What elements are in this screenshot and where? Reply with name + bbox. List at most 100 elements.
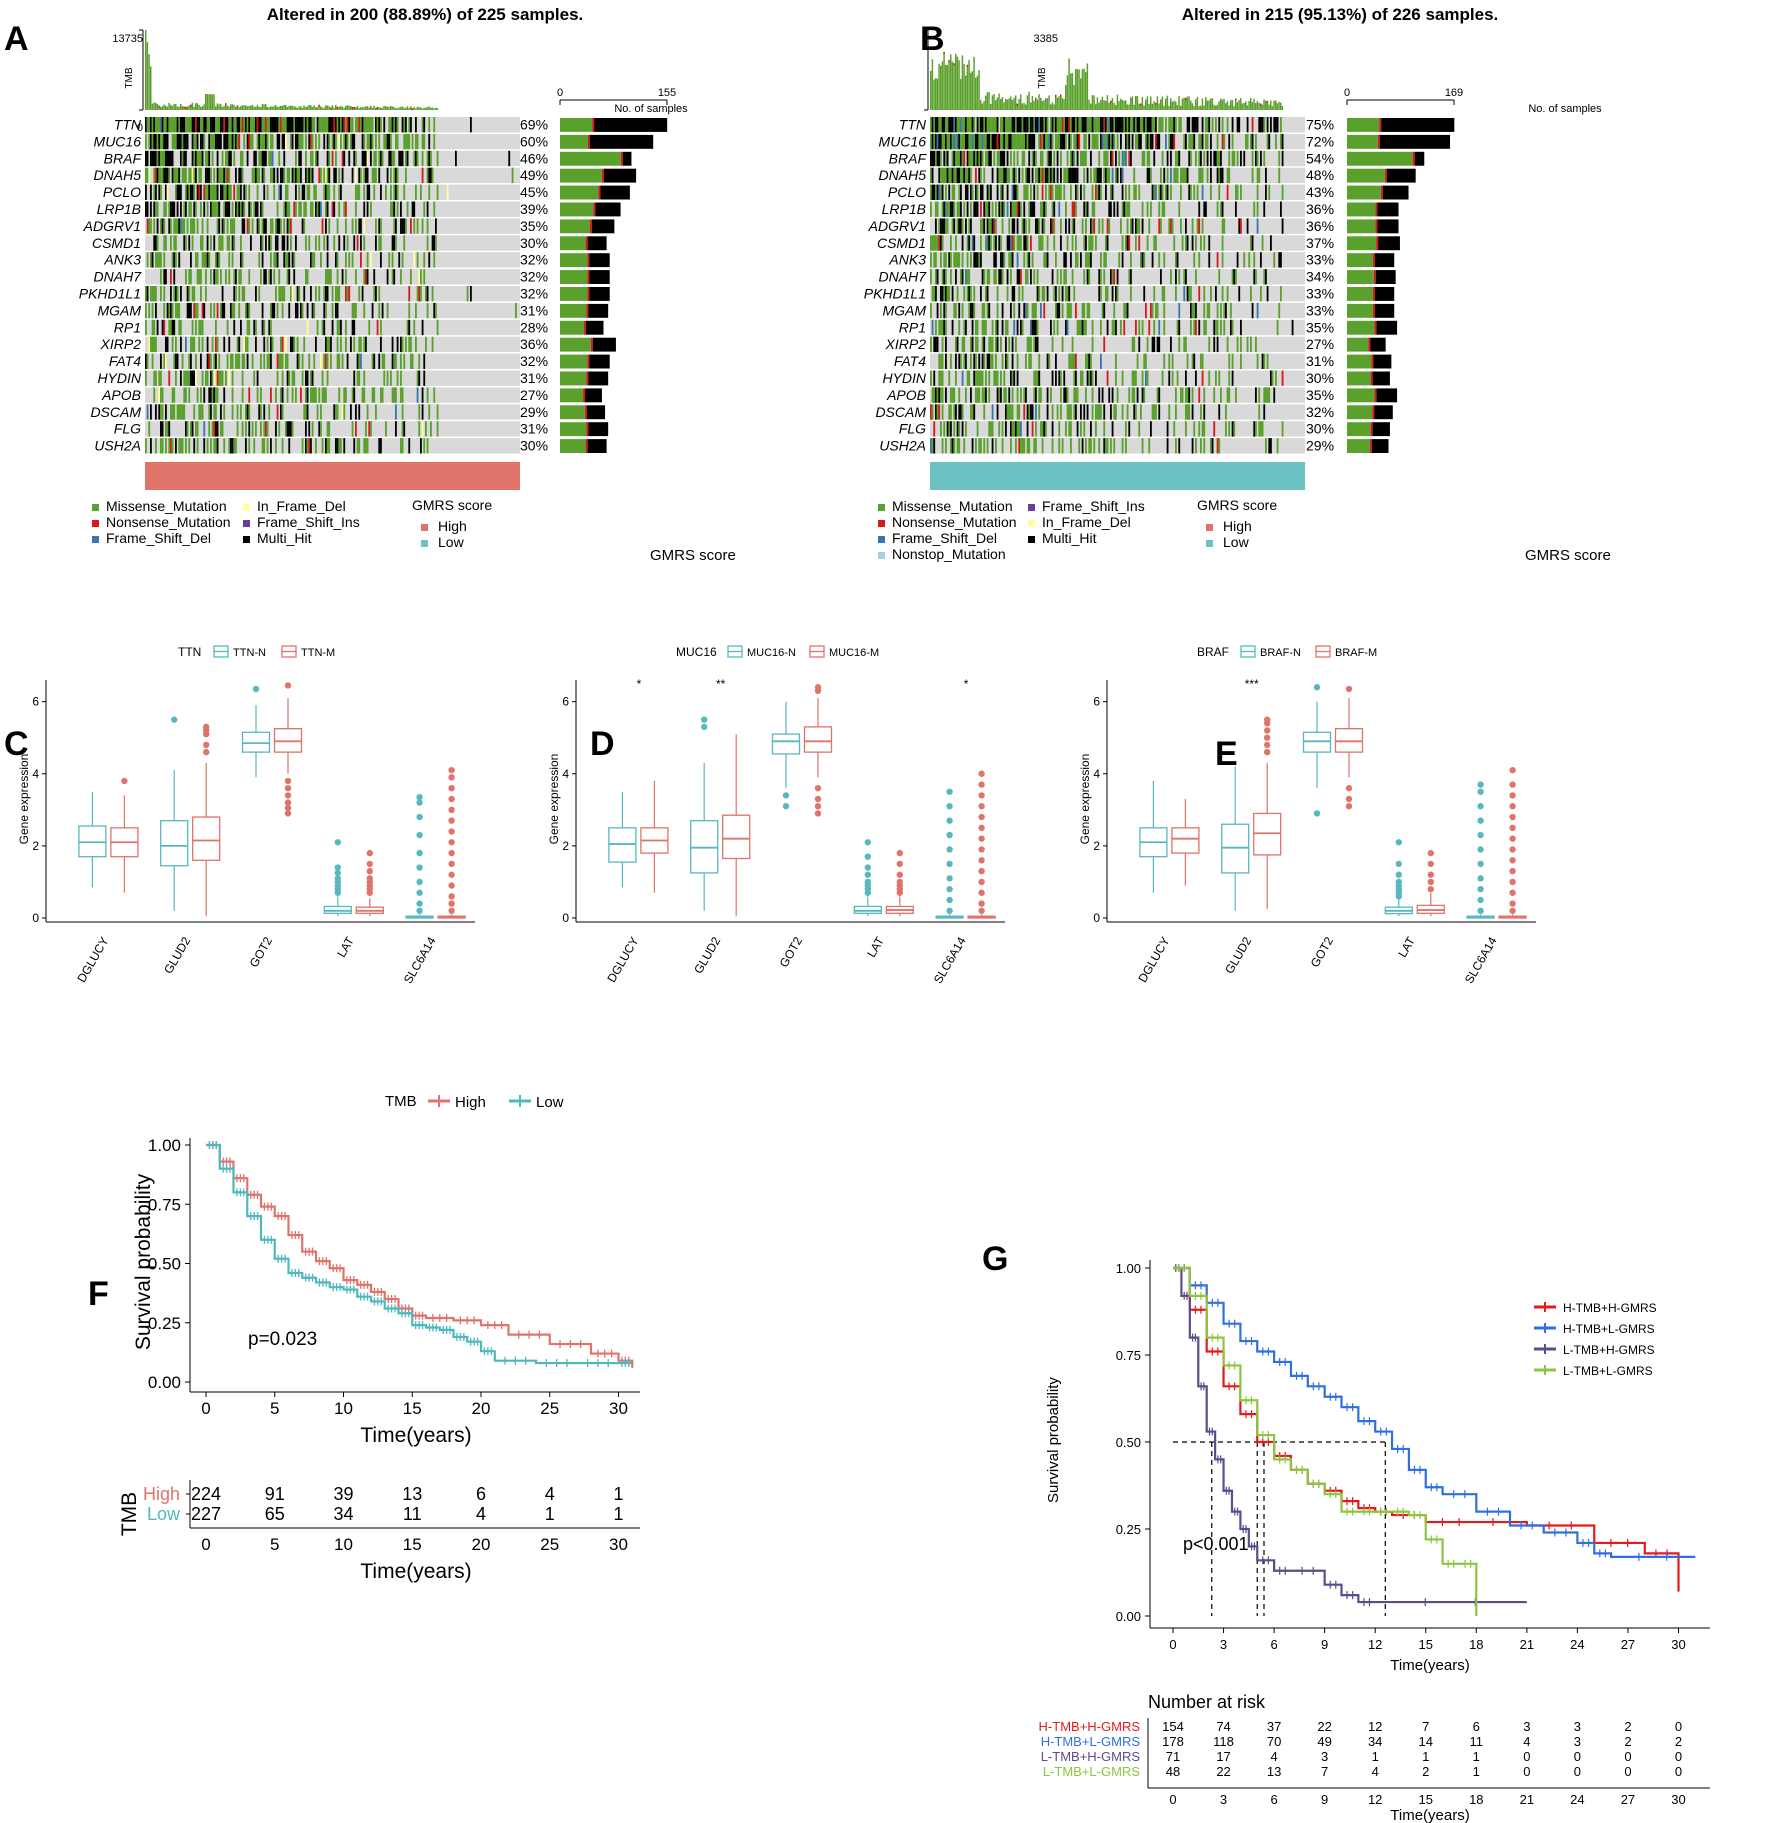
tmb-bar [416, 106, 419, 110]
mutation-cell [1085, 319, 1087, 336]
mutation-cell [956, 336, 959, 353]
mutation-cell [1151, 302, 1154, 319]
mutation-cell [1051, 184, 1054, 200]
mutation-cell [1100, 269, 1102, 285]
mutation-cell [960, 117, 962, 133]
mutation-cell [435, 235, 437, 251]
mutation-cell [1033, 150, 1036, 167]
mutation-cell [998, 269, 1001, 285]
outlier-point [1395, 871, 1403, 878]
gene-label: MGAM [882, 302, 926, 318]
mutation-cell [400, 336, 402, 353]
gene-label: FLG [114, 421, 141, 437]
mutation-cell [1065, 117, 1067, 133]
mutation-cell [956, 286, 959, 302]
mutation-cell [935, 336, 937, 353]
mutation-cell [1005, 404, 1007, 420]
mutation-cell [1118, 252, 1121, 268]
mutation-cell [930, 201, 932, 217]
mutation-cell [408, 438, 411, 454]
mutation-cell [940, 370, 942, 386]
mutation-cell [1065, 286, 1067, 302]
mutation-cell [288, 252, 291, 268]
mutation-cell [261, 438, 264, 454]
mutation-cell [400, 438, 402, 454]
mutation-cell [938, 150, 941, 167]
mutation-cell [993, 370, 996, 386]
mutation-cell [388, 117, 391, 133]
sample-bar-missense [560, 202, 594, 217]
mutation-cell [1000, 167, 1002, 184]
mutation-cell [1023, 150, 1026, 167]
mutation-cell [1181, 167, 1184, 184]
mutation-cell [1113, 133, 1116, 150]
mutation-cell [1015, 117, 1017, 133]
mutation-cell [276, 252, 279, 268]
mutation-cell [1056, 319, 1059, 336]
mutation-cell [1090, 370, 1092, 386]
mutation-cell [1231, 117, 1234, 133]
outlier-point [203, 723, 210, 731]
mutation-cell [213, 370, 216, 386]
mutation-cell [301, 218, 304, 234]
mutation-cell [308, 235, 311, 251]
x-tick-label: 21 [1520, 1637, 1534, 1652]
tmb-bar [980, 99, 982, 110]
mutation-cell [1033, 438, 1036, 454]
mutation-cell [1108, 218, 1111, 234]
gene-label: CSMD1 [92, 235, 141, 251]
x-axis-label: Time(years) [360, 1424, 471, 1447]
mutation-cell [1110, 201, 1112, 217]
y-axis-label: Survival probability [1045, 1377, 1062, 1503]
mutation-cell [950, 421, 952, 437]
mutation-cell [1083, 117, 1086, 133]
sample-bar-multi [1376, 320, 1398, 335]
mutation-cell [315, 150, 317, 167]
mutation-cell [1188, 184, 1191, 200]
mutation-cell [1163, 286, 1166, 302]
mutation-cell [231, 218, 234, 234]
mutation-cell [320, 201, 322, 217]
tmb-bar [395, 108, 397, 110]
mutation-cell [215, 133, 217, 150]
mutation-cell [990, 421, 992, 437]
mutation-cell [166, 117, 169, 133]
mutation-cell [250, 133, 252, 150]
mutation-cell [1255, 421, 1257, 437]
mutation-cell [1261, 117, 1264, 133]
mutation-cell [1206, 150, 1209, 167]
mutation-cell [325, 184, 327, 200]
sample-bar-missense [560, 287, 588, 301]
mutation-cell [966, 370, 969, 386]
mutation-cell [1223, 218, 1226, 234]
tmb-bar [1105, 100, 1107, 110]
tmb-bar-nonsense [1266, 100, 1269, 103]
mutation-cell [373, 184, 376, 200]
mutation-cell [1060, 404, 1062, 420]
mutation-cell [396, 201, 399, 217]
mutation-cell [301, 438, 304, 454]
outlier-point [978, 824, 985, 832]
mutation-cell [970, 387, 972, 403]
mutation-cell [1161, 150, 1164, 167]
mutation-cell [1240, 150, 1242, 167]
mutation-cell [1006, 150, 1009, 167]
mutation-cell [173, 286, 176, 302]
mutation-cell [201, 235, 204, 251]
mutation-cell [1053, 201, 1056, 217]
mutation-cell [380, 218, 382, 234]
mutation-cell [156, 150, 159, 167]
tmb-bar [248, 105, 250, 110]
mutation-cell [181, 218, 184, 234]
mutation-cell [981, 117, 984, 133]
mutation-cell [170, 319, 172, 336]
mutation-cell [1046, 150, 1049, 167]
mutation-cell [246, 353, 249, 369]
mutation-cell [965, 184, 967, 200]
mutation-cell [1113, 438, 1116, 454]
mutation-cell [358, 404, 361, 420]
mutation-cell [1280, 201, 1282, 217]
mutation-cell [1068, 286, 1071, 302]
mutation-cell [241, 167, 244, 184]
mutation-cell [1060, 218, 1062, 234]
